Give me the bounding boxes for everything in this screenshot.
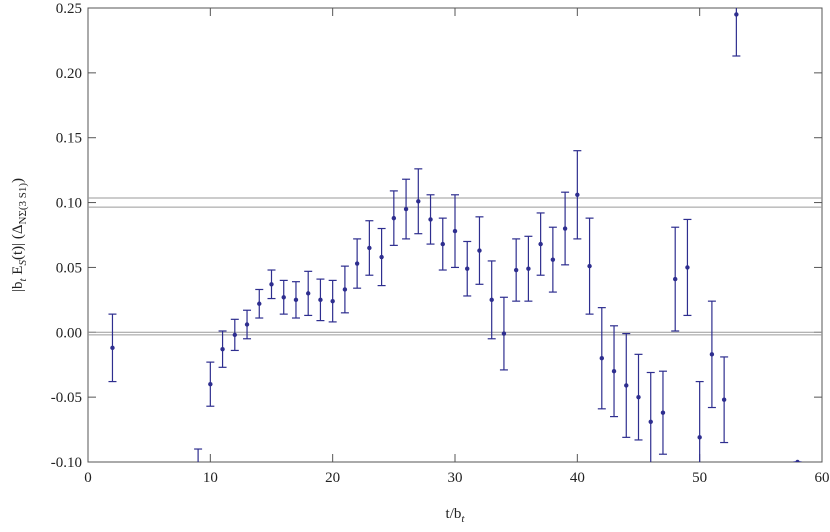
data-point [452, 228, 458, 234]
x-label-part: t/b [446, 506, 462, 522]
y-tick-label: 0.00 [56, 325, 82, 341]
y-label-part: E [10, 266, 26, 279]
data-point [208, 381, 213, 387]
y-label-sub: S [17, 260, 29, 266]
data-point [281, 295, 286, 300]
data-point [673, 276, 678, 282]
x-tick-label: 20 [325, 470, 340, 486]
data-point [220, 346, 225, 352]
y-tick-label: 0.25 [56, 1, 82, 17]
data-point [685, 265, 690, 270]
data-point [342, 287, 348, 292]
x-tick-label: 50 [692, 470, 707, 486]
data-point [244, 322, 250, 327]
y-tick-label: -0.05 [51, 390, 82, 406]
data-point [538, 241, 543, 247]
data-point [734, 12, 739, 17]
y-label-part: ) [10, 178, 26, 183]
y-label-sub: NΣ(3 S1) [17, 183, 29, 225]
data-point [465, 266, 470, 271]
data-point [721, 397, 727, 402]
data-point [550, 257, 556, 262]
data-point [110, 345, 115, 351]
data-point [232, 332, 237, 338]
x-label-sub: t [461, 513, 465, 525]
data-point [293, 297, 299, 303]
x-tick-label: 60 [815, 470, 830, 486]
x-tick-label: 10 [203, 470, 218, 486]
data-point [501, 331, 507, 336]
y-tick-label: 0.05 [56, 260, 82, 276]
y-axis-label: |bt ES(t)| (ΔNΣ(3 S1)) [10, 178, 29, 292]
data-point [795, 459, 800, 462]
data-point [403, 206, 409, 212]
data-point [562, 226, 568, 231]
data-point [587, 263, 592, 269]
data-point [306, 291, 311, 296]
x-tick-label: 0 [84, 470, 92, 486]
x-tick-label: 30 [448, 470, 463, 486]
data-point [660, 410, 666, 415]
data-point [330, 298, 335, 304]
data-point [624, 383, 629, 388]
data-point [697, 435, 702, 440]
data-point [526, 266, 531, 271]
data-point [709, 352, 715, 357]
y-tick-label: 0.20 [56, 66, 82, 82]
y-tick-label: -0.10 [51, 455, 82, 471]
data-point [354, 261, 360, 266]
data-point [416, 199, 421, 204]
data-point [513, 267, 519, 273]
data-point [636, 394, 641, 400]
data-point [269, 282, 274, 287]
y-tick-label: 0.15 [56, 131, 82, 147]
data-point [379, 254, 384, 260]
data-point [575, 192, 580, 197]
data-point [318, 297, 323, 303]
data-point [440, 241, 445, 247]
data-point [428, 217, 433, 222]
y-tick-label: 0.10 [56, 196, 82, 212]
x-tick-label: 40 [570, 470, 585, 486]
plot-area [88, 8, 822, 483]
data-point [489, 297, 494, 303]
data-point [257, 301, 262, 306]
data-point [367, 245, 372, 251]
y-label-part: |b [10, 282, 26, 293]
data-point [391, 215, 397, 221]
data-point [196, 479, 200, 483]
data-point [599, 356, 604, 361]
data-point [611, 369, 617, 374]
x-axis-label: t/bt [446, 506, 466, 525]
y-label-sub: t [17, 278, 29, 282]
y-label-part: (t)| (Δ [10, 224, 26, 260]
data-point [477, 248, 482, 253]
data-point [648, 419, 653, 424]
